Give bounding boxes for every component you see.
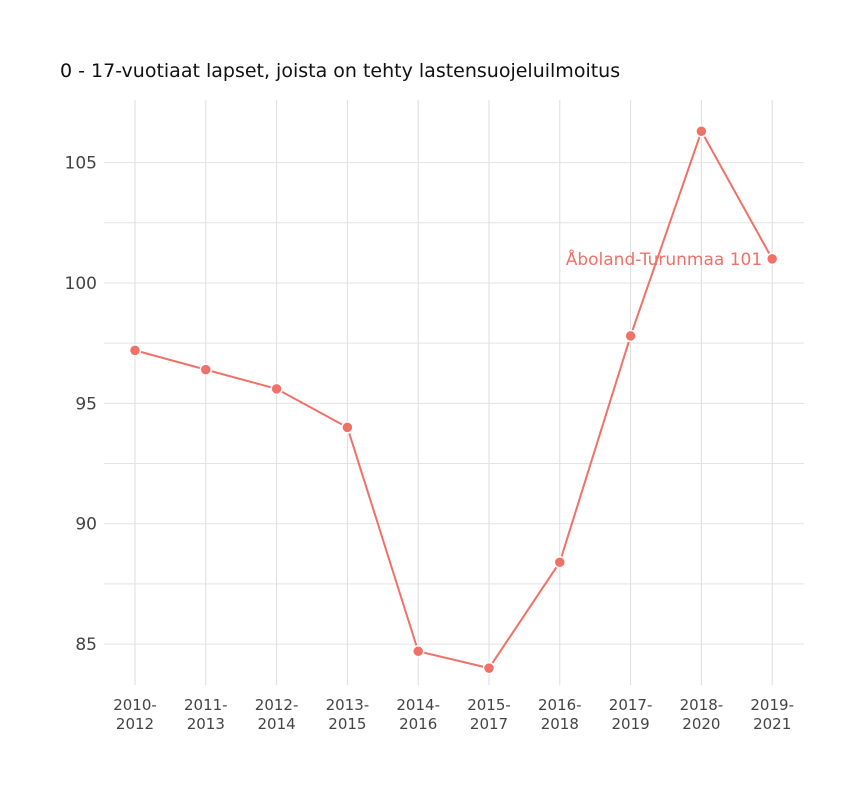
x-tick-label: 2011- xyxy=(184,696,228,714)
y-tick-label: 100 xyxy=(65,274,97,294)
data-point[interactable] xyxy=(270,382,283,396)
x-tick-label: 2017- xyxy=(609,696,653,714)
data-point[interactable] xyxy=(624,329,637,343)
x-tick-label: 2018 xyxy=(541,715,579,733)
x-tick-label: 2016- xyxy=(538,696,582,714)
y-tick-label: 90 xyxy=(75,515,97,535)
x-tick-label: 2017 xyxy=(470,715,508,733)
x-tick-label: 2018- xyxy=(680,696,724,714)
x-tick-label: 2012- xyxy=(255,696,299,714)
series-layer: Åboland-Turunmaa 101 xyxy=(128,125,779,675)
x-tick-label: 2014 xyxy=(258,715,296,733)
data-point[interactable] xyxy=(128,344,142,357)
x-tick-label: 2019 xyxy=(612,715,650,733)
x-tick-label: 2019- xyxy=(750,696,794,714)
series-end-label: Åboland-Turunmaa 101 xyxy=(566,248,762,270)
x-tick-label: 2020 xyxy=(682,715,720,733)
x-tick-label: 2010- xyxy=(113,696,157,714)
data-point[interactable] xyxy=(553,555,567,569)
grid xyxy=(104,100,804,685)
data-point[interactable] xyxy=(199,363,213,376)
x-tick-label: 2013 xyxy=(187,715,225,733)
x-tick-label: 2016 xyxy=(399,715,437,733)
y-tick-label: 105 xyxy=(65,154,97,174)
data-point[interactable] xyxy=(341,421,354,434)
series-line xyxy=(134,130,774,670)
data-point[interactable] xyxy=(695,125,708,138)
y-axis-ticks: 85 90 95 100 105 xyxy=(65,154,97,655)
x-tick-label: 2012 xyxy=(116,715,154,733)
x-tick-label: 2013- xyxy=(326,696,370,714)
x-tick-label: 2014- xyxy=(396,696,440,714)
x-tick-label: 2021 xyxy=(753,715,791,733)
x-tick-label: 2015 xyxy=(328,715,366,733)
data-point[interactable] xyxy=(765,252,779,266)
y-tick-label: 85 xyxy=(75,635,97,655)
chart-title: 0 - 17-vuotiaat lapset, joista on tehty … xyxy=(60,60,620,82)
y-tick-label: 95 xyxy=(75,394,97,414)
data-point[interactable] xyxy=(482,661,496,675)
data-point[interactable] xyxy=(411,645,425,658)
x-axis-ticks: 2010-2012 2011-2013 2012-2014 2013-2015 2014… xyxy=(113,696,794,733)
x-tick-label: 2015- xyxy=(467,696,511,714)
